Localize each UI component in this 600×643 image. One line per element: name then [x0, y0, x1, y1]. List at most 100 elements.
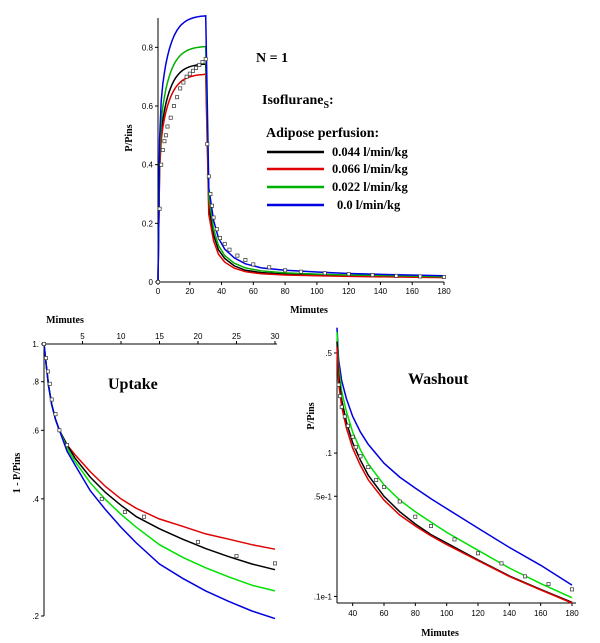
main-observed-point — [178, 86, 183, 91]
agent-label: IsofluraneS: — [262, 93, 334, 111]
main-y-tick-label: 0.4 — [142, 161, 154, 170]
uptake-y-axis-label: 1 - P/Pins — [12, 453, 23, 494]
main-observed-point — [243, 258, 248, 262]
legend-label: 0.022 l/min/kg — [332, 180, 408, 194]
main-observed-point — [194, 65, 199, 70]
washout-observed-point — [342, 414, 347, 419]
main-observed-point — [157, 206, 162, 211]
main-observed-point — [442, 275, 446, 279]
main-observed-point — [227, 247, 232, 252]
main-observed-point — [218, 236, 222, 240]
washout-chart: 40 60 80 100 120 140 160 180 .5 .1 .5e-1 .1e-1 Mimut… — [306, 327, 579, 639]
agent-subscript: S — [323, 100, 329, 111]
uptake-observed-point — [42, 342, 46, 346]
uptake-observed-point — [65, 443, 70, 447]
washout-x-tick-label: 180 — [565, 609, 579, 618]
legend-label: 0.044 l/min/kg — [332, 145, 408, 159]
main-observed-point — [394, 273, 399, 278]
washout-x-tick-label: 40 — [348, 609, 357, 618]
main-y-tick-label: 0 — [149, 278, 154, 287]
uptake-x-tick-label: 5 — [80, 332, 85, 341]
main-observed-point — [208, 192, 213, 196]
uptake-observed-point — [47, 381, 52, 386]
washout-observed-point — [413, 514, 418, 519]
washout-observed-point — [382, 485, 386, 489]
uptake-observed-point — [99, 496, 104, 501]
washout-observed-point — [397, 499, 402, 504]
main-x-tick-label: 100 — [310, 287, 324, 296]
washout-observed-point — [570, 587, 574, 592]
uptake-series-line — [43, 343, 276, 620]
washout-observed-point — [339, 404, 344, 409]
uptake-y-tick-label: .4 — [32, 495, 39, 504]
washout-title: Washout — [408, 371, 469, 388]
main-x-tick-label: 60 — [249, 287, 258, 296]
uptake-chart: 5 10 15 20 25 30 1. .8 .6 .4 .2 Mimutes 1 - P/Pins — [12, 315, 280, 621]
washout-x-tick-label: 140 — [503, 609, 517, 618]
main-observed-point — [159, 162, 164, 167]
main-observed-point — [160, 148, 165, 152]
main-observed-point — [162, 139, 167, 144]
washout-observed-point — [350, 434, 355, 439]
washout-observed-point — [452, 537, 457, 542]
main-observed-point — [214, 227, 219, 232]
uptake-x-tick-label: 25 — [232, 332, 241, 341]
washout-x-tick-label: 120 — [471, 609, 485, 618]
legend-title: Adipose perfusion: — [266, 126, 379, 141]
washout-observed-point — [476, 551, 480, 556]
legend: 0.044 l/min/kg 0.066 l/min/kg 0.022 l/min/… — [267, 145, 408, 212]
main-observed-point — [156, 280, 160, 284]
uptake-x-tick-label: 30 — [271, 332, 280, 341]
main-observed-point — [163, 133, 168, 138]
washout-observed-point — [366, 465, 371, 469]
washout-observed-point — [374, 477, 379, 482]
washout-x-tick-label: 100 — [440, 609, 454, 618]
main-x-tick-label: 120 — [342, 287, 356, 296]
washout-y-tick-label: .1 — [325, 449, 332, 458]
main-observed-point — [200, 60, 205, 64]
uptake-observed-point — [122, 510, 127, 514]
main-observed-point — [191, 68, 195, 73]
main-x-tick-label: 40 — [217, 287, 226, 296]
washout-observed-point — [338, 394, 343, 399]
washout-observed-point — [346, 423, 350, 428]
main-series-line — [157, 73, 445, 283]
main-observed-point — [168, 115, 173, 120]
uptake-x-tick-label: 15 — [155, 332, 164, 341]
main-observed-point — [184, 74, 189, 79]
main-y-axis-label: P/Pins — [124, 124, 135, 151]
uptake-observed-point — [49, 397, 54, 402]
n-label: N = 1 — [256, 51, 288, 66]
main-observed-point — [299, 269, 303, 274]
main-x-tick-label: 20 — [185, 287, 194, 296]
main-x-tick-label: 80 — [281, 287, 290, 296]
washout-x-tick-label: 60 — [380, 609, 389, 618]
main-chart: 0 20 40 60 80 100 120 140 160 180 0 0.2 0.4 0.6 0.8 Mim… — [124, 15, 451, 316]
main-observed-point — [171, 104, 176, 108]
main-observed-point — [283, 268, 288, 273]
agent-name: Isoflurane — [262, 93, 323, 108]
main-observed-point — [197, 62, 202, 67]
uptake-y-tick-label: .2 — [32, 612, 39, 621]
main-observed-point — [205, 142, 210, 147]
main-series-line — [157, 63, 445, 283]
legend-label: 0.0 l/min/kg — [337, 198, 401, 212]
legend-label: 0.066 l/min/kg — [332, 162, 408, 176]
uptake-x-tick-label: 20 — [194, 332, 203, 341]
main-observed-point — [187, 71, 192, 76]
washout-y-axis-label: P/Pins — [306, 402, 317, 429]
main-series-line — [157, 45, 445, 283]
washout-x-axis-label: Mimutes — [421, 628, 459, 639]
main-observed-point — [181, 80, 186, 85]
uptake-series-line — [43, 343, 276, 571]
main-observed-point — [165, 124, 170, 129]
washout-observed-point — [546, 582, 551, 587]
washout-observed-point — [336, 382, 341, 387]
uptake-x-tick-label: 10 — [117, 332, 126, 341]
uptake-y-tick-label: 1. — [32, 340, 39, 349]
uptake-x-axis-label: Mimutes — [46, 315, 84, 326]
uptake-observed-point — [45, 369, 50, 374]
main-observed-point — [251, 262, 256, 267]
main-observed-point — [175, 95, 180, 100]
